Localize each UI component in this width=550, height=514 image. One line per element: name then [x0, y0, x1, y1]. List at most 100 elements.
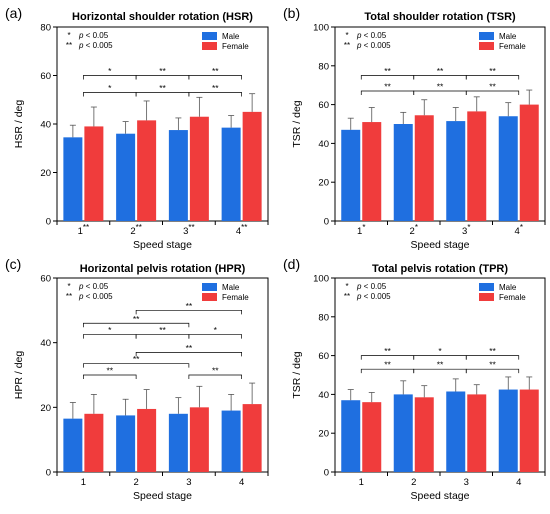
bar-male-stage-4 [221, 410, 241, 472]
significance-key-mark: ** [344, 41, 350, 50]
y-tick-label: 0 [324, 468, 329, 479]
y-axis-label: TSR / deg [291, 351, 303, 398]
bar-male-stage-1 [341, 129, 361, 221]
x-tick-label: 4** [236, 223, 248, 237]
x-axis-label: Speed stage [411, 490, 470, 502]
y-tick-label: 60 [40, 71, 51, 82]
legend-label-male: Male [499, 32, 517, 41]
bar-male-stage-3 [168, 130, 188, 221]
significance-key-text: p < 0.05 [356, 31, 387, 40]
significance-key-p: p [356, 41, 362, 50]
bar-male-stage-2 [393, 394, 413, 472]
y-axis-label: TSR / deg [291, 100, 303, 147]
legend-swatch-female [202, 293, 217, 301]
significance-bracket [188, 374, 242, 379]
significance-key-text: p < 0.05 [356, 282, 387, 291]
significance-bracket [188, 92, 242, 97]
significance-mark: ** [384, 66, 391, 76]
x-tick-significance-mark: * [415, 223, 418, 232]
y-axis-label: HPR / deg [13, 351, 25, 400]
bar-female-stage-2 [137, 408, 157, 472]
legend-swatch-male [479, 32, 494, 40]
significance-mark: ** [159, 66, 166, 76]
significance-bracket [465, 75, 520, 80]
y-tick-label: 100 [313, 274, 329, 285]
legend-swatch-female [479, 293, 494, 301]
y-tick-label: 60 [318, 351, 329, 362]
x-tick-label: 4 [239, 477, 244, 488]
bar-male-stage-1 [63, 418, 83, 472]
x-tick-label: 3** [183, 223, 195, 237]
significance-mark: ** [133, 354, 140, 364]
panel-label: (b) [283, 5, 300, 21]
panel-label: (c) [5, 256, 21, 272]
y-tick-label: 20 [318, 429, 329, 440]
legend-swatch-male [202, 32, 217, 40]
significance-key-text: p < 0.05 [78, 282, 109, 291]
bar-male-stage-4 [498, 389, 518, 472]
y-tick-label: 20 [318, 178, 329, 189]
legend-swatch-female [479, 42, 494, 50]
bar-female-stage-1 [84, 126, 104, 221]
bar-female-stage-3 [467, 394, 487, 472]
bar-female-stage-4 [519, 104, 539, 221]
panel-label: (d) [283, 256, 300, 272]
significance-key-threshold: < 0.005 [361, 41, 391, 50]
significance-mark: * [214, 325, 218, 335]
significance-mark: ** [384, 360, 391, 370]
bar-male-stage-2 [116, 415, 136, 472]
bar-female-stage-3 [189, 116, 209, 221]
significance-mark: ** [106, 366, 113, 376]
significance-bracket [413, 368, 467, 374]
significance-bracket [135, 334, 190, 339]
significance-mark: ** [384, 82, 391, 92]
x-axis-label: Speed stage [133, 239, 192, 251]
panel-b: (b) Total shoulder rotation (TSR) 0 20 40 60 8… [283, 5, 546, 251]
bar-female-stage-1 [84, 413, 104, 472]
x-tick-label: 1* [357, 223, 365, 237]
significance-bracket [135, 352, 242, 357]
y-tick-label: 80 [318, 61, 329, 72]
x-tick-label: 2 [133, 477, 138, 488]
significance-key-threshold: < 0.05 [361, 31, 386, 40]
significance-key-text: p < 0.05 [78, 31, 109, 40]
significance-key-p: p [356, 292, 362, 301]
significance-mark: ** [133, 314, 140, 324]
bar-male-stage-3 [168, 413, 188, 472]
significance-bracket [360, 368, 415, 374]
legend-label-male: Male [222, 32, 240, 41]
significance-bracket [360, 75, 415, 80]
chart-title: Horizontal shoulder rotation (HSR) [72, 11, 253, 23]
significance-mark: ** [159, 83, 166, 93]
x-tick-label: 2* [410, 223, 418, 237]
chart-title: Total pelvis rotation (TPR) [372, 263, 508, 275]
significance-bracket [465, 355, 520, 360]
significance-bracket [413, 75, 467, 80]
legend-label-male: Male [499, 283, 517, 292]
significance-mark: ** [437, 66, 444, 76]
significance-bracket [83, 75, 137, 80]
bar-female-stage-3 [467, 111, 487, 221]
significance-key-p: p [78, 292, 84, 301]
panel-a: (a) Horizontal shoulder rotation (HSR) 0 20… [5, 5, 269, 251]
significance-mark: ** [186, 301, 193, 311]
chart-title: Horizontal pelvis rotation (HPR) [80, 263, 246, 275]
significance-mark: ** [489, 82, 496, 92]
legend-swatch-male [202, 283, 217, 291]
bar-female-stage-2 [414, 397, 434, 472]
bar-male-stage-1 [63, 137, 83, 221]
x-tick-significance-mark: * [467, 223, 470, 232]
y-tick-label: 0 [46, 217, 51, 228]
legend-label-female: Female [222, 42, 249, 51]
bar-male-stage-2 [116, 133, 136, 221]
significance-key-mark: * [345, 31, 348, 40]
significance-key-p: p [78, 41, 84, 50]
y-axis-label: HSR / deg [13, 100, 25, 149]
bar-female-stage-1 [362, 402, 382, 472]
significance-bracket [83, 374, 137, 379]
significance-key-threshold: < 0.05 [83, 282, 108, 291]
bar-male-stage-4 [498, 116, 518, 221]
significance-key-text: p < 0.005 [78, 292, 113, 301]
x-tick-label: 3 [186, 477, 191, 488]
